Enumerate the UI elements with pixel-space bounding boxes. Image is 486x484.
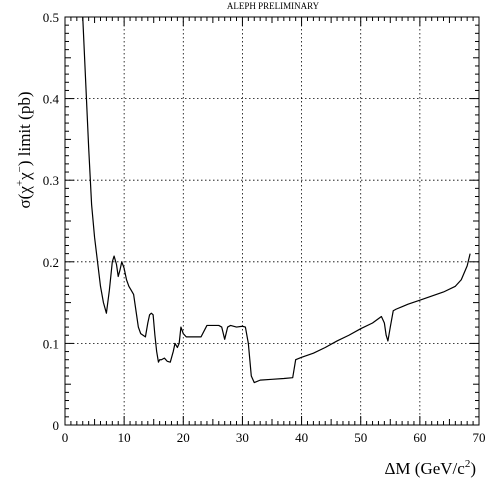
y-axis-tick-labels: 0 0.1 0.2 0.3 0.4 0.5 [43, 10, 60, 433]
x-tick-label: 20 [177, 430, 190, 445]
x-axis-title-part-2: ) [470, 459, 476, 478]
y-axis-title: σ(χ+χ−) limit (pb) [14, 92, 34, 209]
x-tick-label: 40 [295, 430, 308, 445]
chart-title: ALEPH PRELIMINARY [227, 1, 320, 11]
y-tick-label: 0.1 [43, 336, 59, 351]
x-tick-label: 0 [62, 430, 69, 445]
y-tick-label: 0.5 [43, 10, 59, 25]
plot-frame [64, 16, 480, 426]
y-tick-label: 0 [53, 418, 60, 433]
x-axis-title: ΔM (GeV/c2) [385, 458, 477, 478]
y-tick-label: 0.4 [43, 92, 60, 107]
limit-curve [82, 16, 471, 384]
y-tick-label: 0.2 [43, 255, 59, 270]
grid-lines [65, 17, 479, 425]
y-axis-title-part-3: ) limit (pb) [15, 92, 34, 167]
x-tick-label: 10 [118, 430, 131, 445]
x-tick-label: 70 [473, 430, 486, 445]
y-axis-ticks [65, 16, 479, 426]
x-axis-tick-labels: 0 10 20 30 40 50 60 70 [62, 430, 486, 445]
y-axis-title-sup-plus: + [14, 180, 26, 186]
x-tick-label: 30 [236, 430, 249, 445]
x-tick-label: 60 [413, 430, 426, 445]
y-axis-title-sup-minus: − [14, 166, 26, 172]
x-tick-label: 50 [354, 430, 367, 445]
x-axis-ticks [64, 17, 480, 425]
x-axis-title-part-1: ΔM (GeV/c [385, 459, 466, 478]
x-axis-title-sup: 2 [465, 458, 471, 470]
y-axis-title-part-1: σ(χ [15, 186, 34, 209]
y-axis-title-part-2: χ [15, 172, 34, 181]
y-tick-label: 0.3 [43, 173, 59, 188]
